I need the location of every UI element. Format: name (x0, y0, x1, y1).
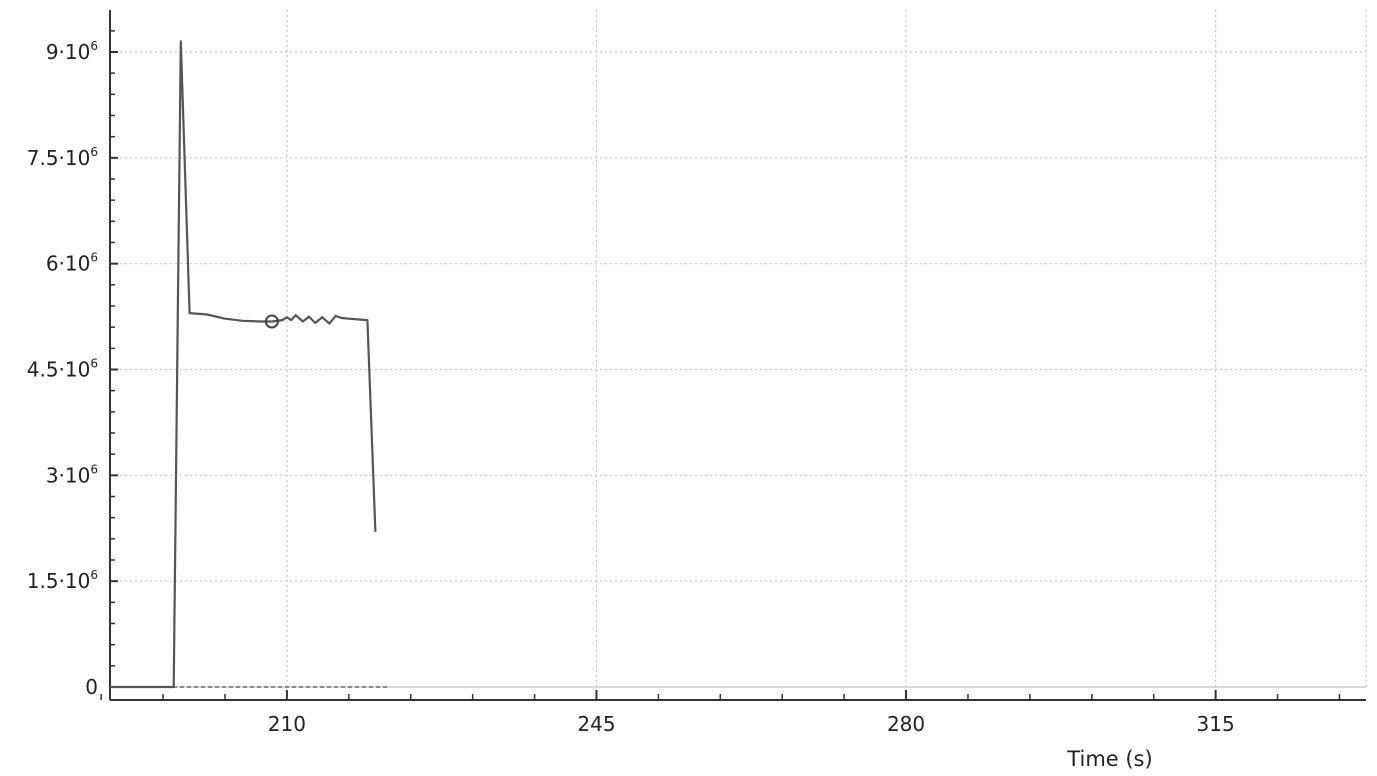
data-point-marker (264, 314, 279, 329)
gridlines (110, 10, 1367, 687)
axes (100, 10, 1366, 701)
y-tick-label: 0 (85, 675, 98, 699)
x-tick-label: 280 (887, 712, 925, 736)
y-tick-label: 1.5·106 (27, 568, 98, 593)
y-tick-label: 9·106 (46, 39, 98, 64)
x-axis-title: Time (s) (1066, 747, 1152, 771)
y-tick-label: 6·106 (46, 251, 98, 276)
x-tick-label: 245 (577, 712, 615, 736)
y-tick-label: 7.5·106 (27, 145, 98, 170)
y-tick-label: 3·106 (46, 462, 98, 487)
series-line (110, 40, 377, 689)
tick-labels: 0 1.5·106 3·106 4.5·106 6·106 7.5·106 9·106 210… (27, 39, 1235, 736)
series-layer (110, 40, 389, 689)
y-tick-label: 4.5·106 (27, 357, 98, 382)
x-tick-label: 210 (268, 712, 306, 736)
x-tick-label: 315 (1197, 712, 1235, 736)
